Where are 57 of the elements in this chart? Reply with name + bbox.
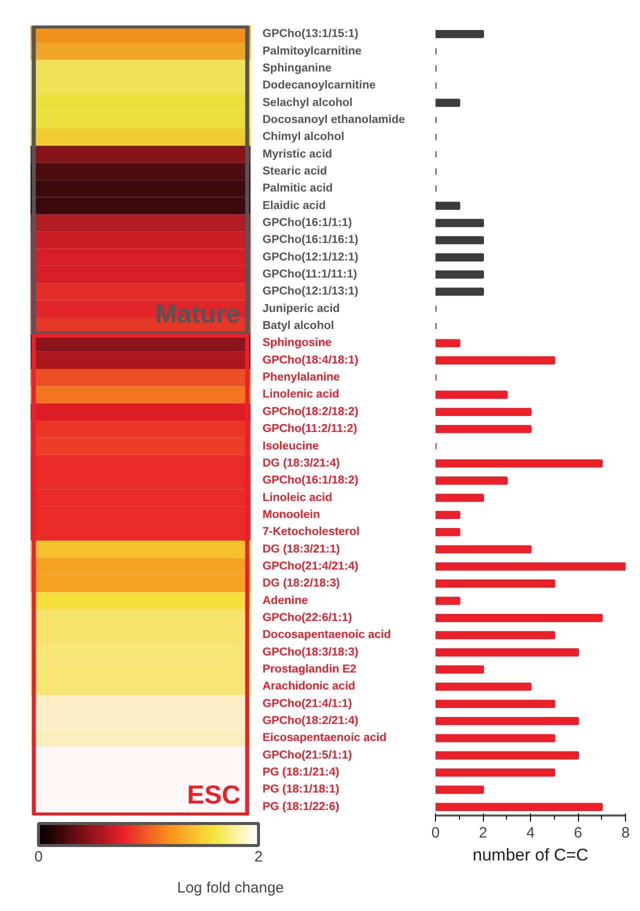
category-label: GPCho(18:2/18:2) xyxy=(262,406,358,418)
category-label: PG (18:1/21:4) xyxy=(262,766,340,779)
x-tick-label: 6 xyxy=(574,824,582,842)
category-label: GPCho(11:2/11:2) xyxy=(262,423,358,436)
category-label: Juniperic acid xyxy=(262,302,340,315)
category-label: Chimyl alcohol xyxy=(262,131,344,144)
category-label: GPCho(21:5/1:1) xyxy=(262,749,352,762)
color-bar-label: 2 xyxy=(254,848,263,866)
category-label: DG (18:2/18:3) xyxy=(262,578,340,590)
category-label: Batyl alcohol xyxy=(262,320,334,332)
category-label: Monoolein xyxy=(262,508,320,521)
category-label: GPCho(13:1/15:1) xyxy=(262,28,358,40)
category-label: Eicosapentaenoic acid xyxy=(262,732,386,744)
category-label: Phenylalanine xyxy=(262,372,340,384)
category-label: 7-Ketocholesterol xyxy=(262,526,360,538)
category-label: Linoleic acid xyxy=(262,492,332,504)
category-label: Docosanoyl ethanolamide xyxy=(262,114,406,126)
x-tick-label: 4 xyxy=(526,824,535,842)
category-label: Sphingosine xyxy=(262,337,332,350)
category-label: GPCho(21:4/21:4) xyxy=(262,560,358,572)
category-label: Elaidic acid xyxy=(262,200,326,212)
category-label: GPCho(21:4/1:1) xyxy=(262,698,352,710)
color-bar-label: 0 xyxy=(34,848,43,866)
category-label: GPCho(16:1/18:2) xyxy=(262,474,358,487)
category-label: Linolenic acid xyxy=(262,388,340,401)
color-bar-title: Log fold change xyxy=(177,880,284,896)
category-label: Palmitoylcarnitine xyxy=(262,45,362,58)
category-label: Arachidonic acid xyxy=(262,680,356,693)
category-label: Palmitic acid xyxy=(262,182,333,195)
category-label: GPCho(18:2/21:4) xyxy=(262,715,358,728)
category-label: DG (18:3/21:1) xyxy=(262,543,340,556)
category-label: Dodecanoylcarnitine xyxy=(262,80,376,92)
category-label: Isoleucine xyxy=(262,440,319,452)
category-label: GPCho(11:1/11:1) xyxy=(262,268,358,281)
x-tick-label: 2 xyxy=(478,824,488,842)
category-label: GPCho(12:1/12:1) xyxy=(262,251,358,264)
category-label: GPCho(18:4/18:1) xyxy=(262,354,358,366)
category-label: GPCho(16:1/1:1) xyxy=(262,217,352,229)
category-label: Stearic acid xyxy=(262,165,328,178)
category-label: DG (18:3/21:4) xyxy=(262,457,340,470)
category-label: Myristic acid xyxy=(262,148,332,160)
category-label: Docosapentaenoic acid xyxy=(262,629,391,642)
category-label: Selachyl alcohol xyxy=(262,96,353,109)
category-label: GPCho(22:6/1:1) xyxy=(262,612,352,624)
category-label: GPCho(18:3/18:3) xyxy=(262,646,358,658)
category-label: Sphinganine xyxy=(262,62,332,74)
x-tick-label: 8 xyxy=(621,824,630,842)
x-tick-label: 0 xyxy=(431,824,440,842)
category-label: Adenine xyxy=(262,594,308,607)
x-axis-title: number of C=C xyxy=(472,846,588,864)
category-label: PG (18:1/22:6) xyxy=(262,800,340,813)
category-label: PG (18:1/18:1) xyxy=(262,784,340,796)
category-label: Prostaglandin E2 xyxy=(262,664,356,676)
band-label: ESC xyxy=(187,780,241,810)
category-label: GPCho(12:1/13:1) xyxy=(262,286,358,298)
band-label: Mature xyxy=(155,298,241,329)
category-label: GPCho(16:1/16:1) xyxy=(262,234,358,246)
